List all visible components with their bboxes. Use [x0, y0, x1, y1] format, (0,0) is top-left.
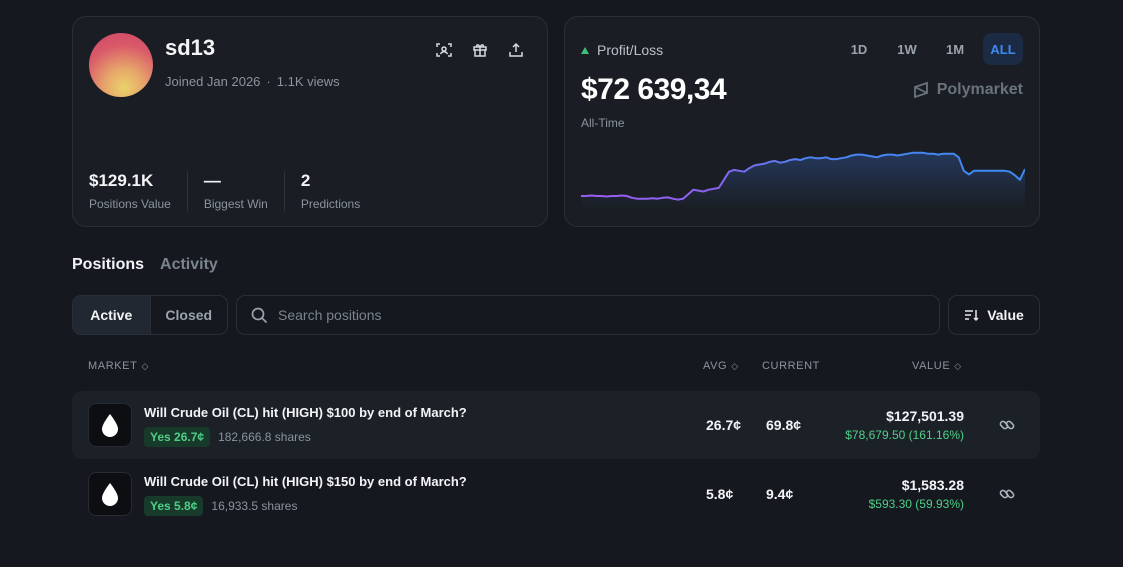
time-range-selector: 1D 1W 1M ALL — [839, 33, 1023, 65]
position-value: $127,501.39 — [886, 408, 964, 424]
search-icon — [251, 307, 268, 323]
avg-price: 5.8¢ — [706, 486, 734, 502]
pnl-amount: $72 639,34 — [581, 73, 727, 106]
pnl-header: Profit/Loss — [581, 42, 663, 58]
scan-icon[interactable] — [433, 39, 455, 61]
outcome-badge: Yes 26.7¢ — [144, 427, 211, 447]
stat-label: Predictions — [300, 197, 361, 211]
avg-price: 26.7¢ — [706, 417, 742, 433]
col-header-avg[interactable]: AVG ◇ — [703, 360, 739, 372]
sort-chevron-icon: ◇ — [731, 360, 739, 371]
outcome-badge: Yes 5.8¢ — [144, 496, 204, 516]
sort-button[interactable]: Value — [948, 295, 1040, 335]
range-all[interactable]: ALL — [983, 33, 1023, 65]
polymarket-logo-icon — [913, 81, 928, 99]
stat-label: Positions Value — [89, 197, 171, 211]
col-header-current: CURRENT — [762, 360, 820, 372]
current-price: 69.8¢ — [766, 417, 802, 433]
tab-positions[interactable]: Positions — [72, 256, 145, 273]
outcome-info: Yes 26.7¢ 182,666.8 shares — [144, 427, 311, 447]
avatar[interactable] — [89, 33, 153, 97]
link-icon[interactable] — [998, 416, 1016, 434]
col-header-label: MARKET — [88, 360, 138, 372]
oil-drop-icon — [88, 403, 132, 447]
search-box — [236, 295, 940, 335]
share-icon[interactable] — [505, 39, 527, 61]
stat-label: Biggest Win — [203, 197, 268, 211]
current-price: 9.4¢ — [766, 486, 794, 502]
share-count: 16,933.5 shares — [211, 499, 298, 513]
col-header-label: VALUE — [912, 360, 951, 372]
stat-value: $129.1K — [89, 171, 154, 190]
profile-stats: $129.1K Positions Value — Biggest Win 2 … — [89, 171, 392, 211]
profile-tabs: Positions Activity — [72, 256, 218, 274]
profile-meta: Joined Jan 2026 · 1.1K views — [165, 74, 340, 89]
range-1m[interactable]: 1M — [945, 41, 965, 57]
polymarket-brand: Polymarket — [912, 81, 1023, 99]
profile-card: sd13 Joined Jan 2026 · 1.1K views $129.1K … — [72, 16, 548, 227]
view-count: 1.1K views — [276, 74, 340, 89]
range-1w[interactable]: 1W — [897, 41, 917, 57]
pnl-chart — [581, 151, 1025, 209]
pnl-area — [581, 152, 1025, 209]
stat-value: 2 — [300, 171, 311, 190]
sort-chevron-icon: ◇ — [954, 360, 962, 371]
search-input[interactable] — [278, 307, 878, 323]
pnl-period: All-Time — [581, 116, 625, 130]
sort-label: Value — [987, 307, 1024, 323]
col-header-label: CURRENT — [762, 360, 820, 372]
position-pnl: $78,679.50 (161.16%) — [845, 428, 964, 442]
col-header-value[interactable]: VALUE ◇ — [912, 360, 962, 372]
share-count: 182,666.8 shares — [218, 430, 311, 444]
position-status-toggle: Active Closed — [72, 295, 228, 335]
sort-chevron-icon: ◇ — [141, 360, 149, 371]
gift-icon[interactable] — [469, 39, 491, 61]
link-icon[interactable] — [998, 485, 1016, 503]
position-value: $1,583.28 — [901, 477, 964, 493]
market-title[interactable]: Will Crude Oil (CL) hit (HIGH) $150 by e… — [144, 474, 467, 489]
profit-loss-card: Profit/Loss $72 639,34 All-Time 1D 1W 1M… — [564, 16, 1040, 227]
active-filter-button[interactable]: Active — [73, 296, 151, 334]
market-title[interactable]: Will Crude Oil (CL) hit (HIGH) $100 by e… — [144, 405, 467, 420]
tab-activity[interactable]: Activity — [160, 256, 218, 273]
joined-date: Joined Jan 2026 — [165, 74, 261, 89]
stat-positions-value: $129.1K Positions Value — [89, 171, 188, 211]
brand-name: Polymarket — [936, 81, 1023, 98]
position-pnl: $593.30 (59.93%) — [868, 497, 964, 511]
table-row[interactable]: Will Crude Oil (CL) hit (HIGH) $150 by e… — [72, 460, 1040, 528]
pnl-label: Profit/Loss — [597, 42, 664, 58]
oil-drop-icon — [88, 472, 132, 516]
stat-biggest-win: — Biggest Win — [204, 171, 285, 211]
username: sd13 — [165, 35, 216, 60]
meta-separator: · — [266, 74, 271, 89]
col-header-market[interactable]: MARKET ◇ — [88, 360, 149, 372]
col-header-label: AVG — [703, 360, 728, 372]
stat-value: — — [203, 171, 221, 190]
table-row[interactable]: Will Crude Oil (CL) hit (HIGH) $100 by e… — [72, 391, 1040, 459]
pnl-line — [581, 151, 1025, 201]
outcome-info: Yes 5.8¢ 16,933.5 shares — [144, 496, 297, 516]
closed-filter-button[interactable]: Closed — [165, 307, 213, 323]
trend-up-icon — [581, 46, 589, 54]
sort-icon — [965, 309, 979, 321]
range-1d[interactable]: 1D — [850, 41, 868, 57]
stat-predictions: 2 Predictions — [301, 171, 376, 211]
